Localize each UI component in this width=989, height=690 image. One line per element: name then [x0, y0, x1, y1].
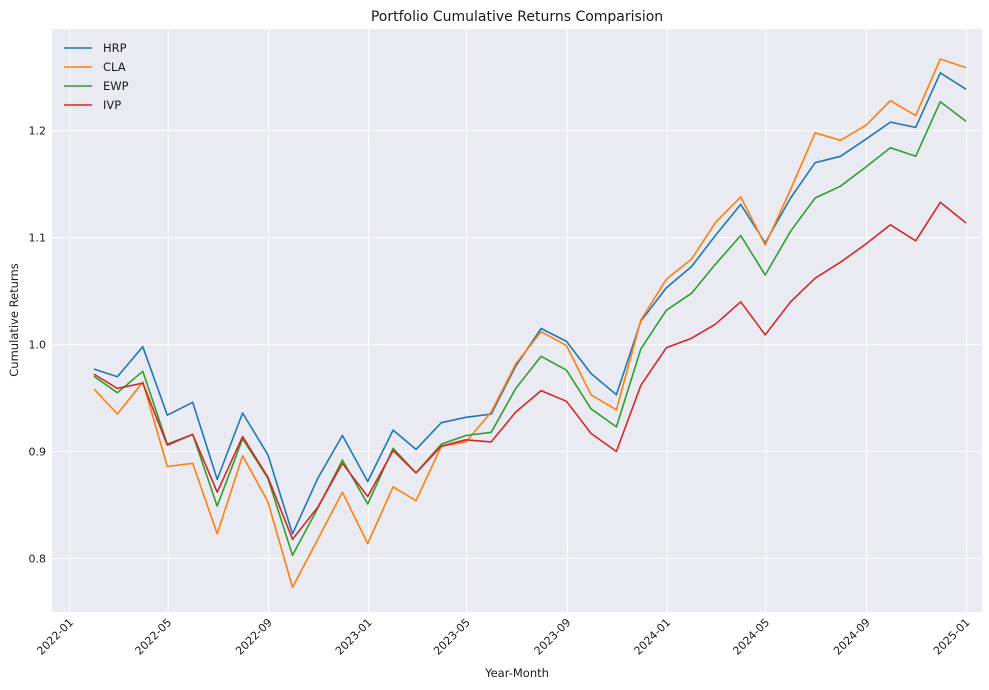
series-line-cla — [93, 58, 967, 589]
y-tick-label: 1.0 — [29, 339, 47, 352]
x-tick-label: 2022-05 — [133, 616, 175, 658]
series-line-ivp — [93, 201, 967, 541]
plot-background — [52, 29, 982, 612]
x-tick-label: 2025-01 — [931, 616, 973, 658]
series-line-ewp — [93, 100, 967, 557]
legend: HRP CLA EWP IVP — [64, 41, 129, 112]
grid-lines — [52, 29, 982, 612]
legend-label-hrp: HRP — [103, 41, 127, 55]
x-axis-ticks: 2022-01 2022-05 2022-09 2023-01 2023-05 2023-… — [34, 616, 972, 658]
y-tick-label: 1.2 — [29, 125, 47, 138]
y-tick-label: 0.9 — [29, 446, 47, 459]
chart-title: Portfolio Cumulative Returns Comparision — [371, 9, 663, 25]
y-tick-label: 1.1 — [29, 232, 47, 245]
x-tick-label: 2023-01 — [333, 616, 375, 658]
series-lines — [93, 58, 967, 589]
x-tick-label: 2023-05 — [431, 616, 473, 658]
y-axis-label: Cumulative Returns — [7, 263, 21, 376]
x-tick-label: 2024-09 — [831, 616, 873, 658]
x-tick-label: 2022-09 — [233, 616, 275, 658]
legend-label-ivp: IVP — [103, 98, 121, 112]
legend-label-cla: CLA — [103, 60, 126, 74]
x-axis-label: Year-Month — [484, 666, 549, 680]
x-tick-label: 2024-05 — [730, 616, 772, 658]
y-tick-label: 0.8 — [29, 553, 47, 566]
x-tick-label: 2022-01 — [34, 616, 76, 658]
x-tick-label: 2024-01 — [632, 616, 674, 658]
legend-label-ewp: EWP — [103, 79, 129, 93]
x-tick-label: 2023-09 — [532, 616, 574, 658]
y-axis-ticks: 0.8 0.9 1.0 1.1 1.2 — [29, 125, 47, 566]
